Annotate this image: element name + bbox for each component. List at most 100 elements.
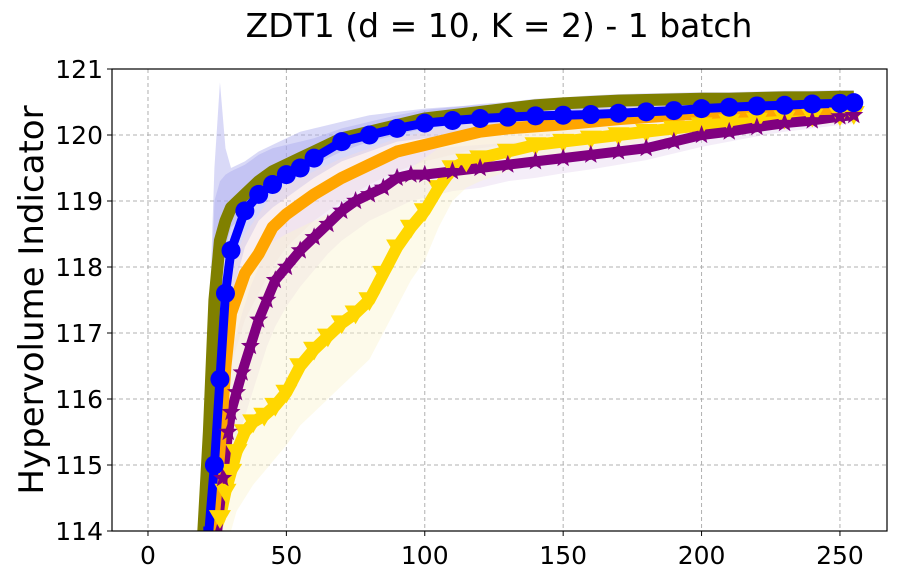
marker-blue <box>415 113 435 133</box>
x-tick-label: 50 <box>270 541 302 570</box>
marker-blue <box>664 101 684 121</box>
marker-blue <box>304 148 324 168</box>
marker-gold <box>386 239 409 259</box>
marker-gold <box>427 180 450 199</box>
marker-purple <box>265 270 285 289</box>
marker-gold <box>607 127 630 146</box>
marker-gold <box>552 133 575 153</box>
x-tick-label: 250 <box>816 541 864 570</box>
marker-blue <box>692 99 712 119</box>
x-tick-label: 150 <box>539 541 587 570</box>
marker-purple <box>213 468 233 487</box>
marker-gold <box>208 510 231 529</box>
marker-gold <box>455 153 478 173</box>
marker-gold <box>316 328 339 348</box>
marker-gold <box>214 483 237 503</box>
marker-purple <box>221 402 241 421</box>
marker-purple <box>227 382 247 401</box>
marker-purple <box>318 214 338 233</box>
marker-purple <box>373 177 393 196</box>
marker-purple <box>526 151 545 170</box>
y-tick-label: 120 <box>55 121 103 150</box>
series-markers <box>204 93 865 529</box>
marker-blue <box>844 93 864 113</box>
marker-purple <box>359 184 379 203</box>
marker-purple <box>218 422 238 441</box>
marker-purple <box>498 154 518 173</box>
marker-blue <box>215 283 235 303</box>
band-gold <box>214 105 854 531</box>
marker-blue <box>210 369 230 389</box>
y-tick-label: 115 <box>55 451 103 480</box>
marker-blue <box>235 201 255 221</box>
marker-blue <box>553 105 573 125</box>
marker-purple <box>470 158 490 177</box>
marker-purple <box>719 121 739 140</box>
marker-blue <box>775 95 795 115</box>
marker-gold <box>635 124 658 143</box>
marker-blue <box>290 158 310 178</box>
line-olive <box>197 90 854 531</box>
marker-blue <box>830 93 850 113</box>
marker-purple <box>290 240 310 259</box>
marker-gold <box>220 463 243 483</box>
marker-gold <box>330 315 353 335</box>
marker-purple <box>304 227 324 246</box>
marker-purple <box>276 257 296 276</box>
marker-blue <box>581 105 601 125</box>
marker-blue <box>263 175 283 194</box>
x-tick-label: 100 <box>401 541 449 570</box>
marker-blue <box>802 94 822 114</box>
marker-gold <box>233 424 256 443</box>
marker-gold <box>372 265 395 285</box>
marker-gold <box>225 444 248 463</box>
marker-blue <box>359 125 379 145</box>
marker-purple <box>581 144 601 163</box>
y-tick-label: 116 <box>55 385 103 414</box>
marker-purple <box>257 290 277 309</box>
y-axis-label: Hypervolume Indicator <box>12 105 52 494</box>
plot-frame <box>111 68 888 532</box>
marker-purple <box>553 148 573 167</box>
marker-gold <box>496 143 519 163</box>
marker-purple <box>249 309 269 328</box>
marker-gold <box>275 384 298 404</box>
marker-purple <box>401 164 421 183</box>
marker-blue <box>498 107 518 127</box>
x-tick-label: 0 <box>140 541 156 570</box>
axis-ticks: 0 50 100 150 200 250 114 115 116 117 118 119 120 121 <box>55 55 864 570</box>
marker-blue <box>636 102 656 122</box>
chart-title: ZDT1 (d = 10, K = 2) - 1 batch <box>246 6 753 45</box>
marker-purple <box>332 200 352 219</box>
marker-purple <box>415 164 435 183</box>
marker-gold <box>579 130 602 150</box>
marker-purple <box>830 106 850 125</box>
marker-blue <box>387 118 407 138</box>
marker-purple <box>775 113 795 132</box>
marker-purple <box>442 161 462 180</box>
y-tick-label: 119 <box>55 187 103 216</box>
marker-gold <box>358 292 381 311</box>
x-tick-label: 200 <box>678 541 726 570</box>
marker-purple <box>636 138 656 157</box>
marker-gold <box>253 407 276 427</box>
marker-purple <box>240 336 260 355</box>
marker-gold <box>399 219 422 239</box>
marker-purple <box>664 131 684 150</box>
marker-purple <box>609 141 628 160</box>
y-tick-label: 118 <box>55 253 103 282</box>
marker-gold <box>264 397 287 417</box>
marker-blue <box>221 241 241 260</box>
marker-gold <box>289 358 312 377</box>
band-purple <box>217 107 854 531</box>
marker-gold <box>303 341 326 361</box>
marker-blue <box>525 106 545 126</box>
marker-blue <box>249 184 269 204</box>
confidence-bands <box>203 82 854 531</box>
marker-purple <box>747 117 767 136</box>
marker-gold <box>662 120 685 140</box>
marker-purple <box>387 167 407 186</box>
y-tick-label: 117 <box>55 319 103 348</box>
marker-gold <box>413 203 436 222</box>
